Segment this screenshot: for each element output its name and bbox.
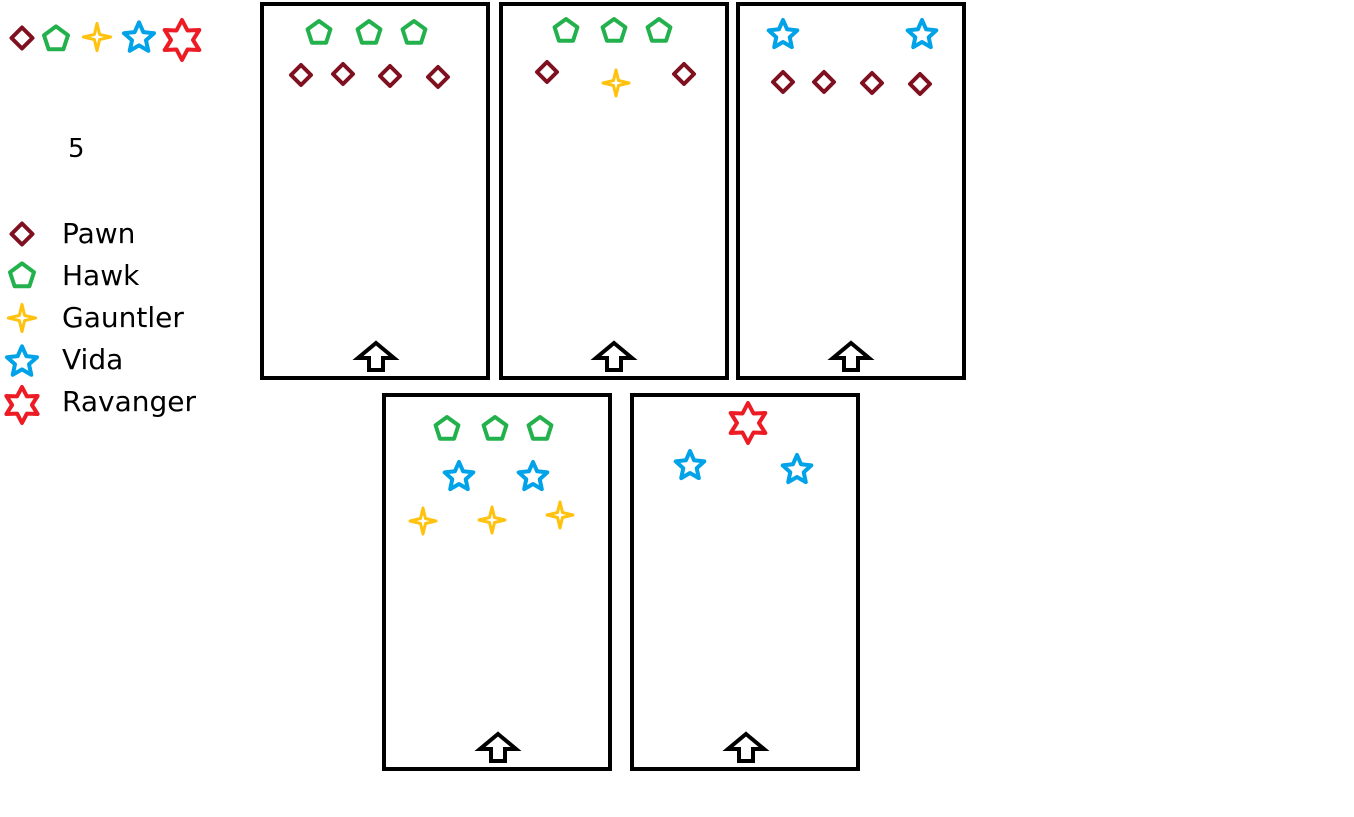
legend-pentagon-icon	[8, 261, 36, 289]
wave-4-gauntler-icon	[408, 506, 438, 536]
wave-4-gauntler-icon	[477, 505, 507, 535]
wave-5-vida-icon	[780, 453, 814, 485]
wave-3-vida-icon	[905, 18, 939, 50]
legend-label-pawn: Pawn	[62, 217, 136, 250]
wave-panel-3	[736, 2, 966, 380]
wave-4-hawk-icon	[433, 415, 461, 441]
wave-2-hawk-icon	[552, 17, 580, 43]
wave-5-ravanger-icon	[728, 401, 768, 445]
wave-3-player-arrow-icon	[827, 340, 875, 372]
wave-1-pawn-icon	[426, 65, 450, 89]
wave-4-gauntler-icon	[545, 500, 575, 530]
wave-1-player-arrow-icon	[352, 340, 400, 372]
wave-1-pawn-icon	[289, 63, 313, 87]
wave-3-pawn-icon	[860, 71, 884, 95]
legend-label-hawk: Hawk	[62, 259, 140, 292]
legend-label-vida: Vida	[62, 343, 124, 376]
wave-3-vida-icon	[766, 18, 800, 50]
legend-five-point-star-icon	[5, 344, 39, 377]
wave-panel-2	[499, 2, 729, 380]
wave-4-vida-icon	[516, 460, 550, 492]
wave-panel-1	[260, 2, 490, 380]
wave-1-hawk-icon	[305, 19, 333, 45]
wave-3-pawn-icon	[812, 70, 836, 94]
wave-1-pawn-icon	[331, 62, 355, 86]
wave-2-gauntler-icon	[601, 68, 631, 98]
wave-5-player-arrow-icon	[722, 731, 770, 763]
legend-label-gauntler: Gauntler	[62, 301, 184, 334]
legend-four-point-star-icon	[6, 302, 38, 334]
legend-label-ravanger: Ravanger	[62, 385, 196, 418]
wave-2-pawn-icon	[535, 60, 559, 84]
wave-4-player-arrow-icon	[474, 731, 522, 763]
wave-2-pawn-icon	[672, 62, 696, 86]
legend-diamond-icon	[9, 221, 35, 247]
header-gauntler-icon	[81, 21, 113, 53]
header-vida-icon	[122, 20, 156, 53]
wave-5-vida-icon	[673, 449, 707, 481]
header-hawk-icon	[42, 24, 70, 52]
wave-panel-5	[630, 393, 860, 771]
wave-3-pawn-icon	[908, 72, 932, 96]
header-ravanger-icon	[162, 18, 202, 62]
legend-six-point-star-icon	[4, 385, 40, 425]
wave-count: 5	[68, 134, 85, 164]
wave-panel-4	[382, 393, 612, 771]
header-pawn-icon	[9, 25, 35, 51]
wave-3-pawn-icon	[771, 70, 795, 94]
wave-4-vida-icon	[442, 460, 476, 492]
wave-2-hawk-icon	[600, 17, 628, 43]
wave-4-hawk-icon	[526, 415, 554, 441]
wave-4-hawk-icon	[481, 415, 509, 441]
wave-2-player-arrow-icon	[590, 340, 638, 372]
wave-1-pawn-icon	[378, 64, 402, 88]
wave-1-hawk-icon	[400, 19, 428, 45]
wave-1-hawk-icon	[355, 19, 383, 45]
wave-2-hawk-icon	[645, 17, 673, 43]
